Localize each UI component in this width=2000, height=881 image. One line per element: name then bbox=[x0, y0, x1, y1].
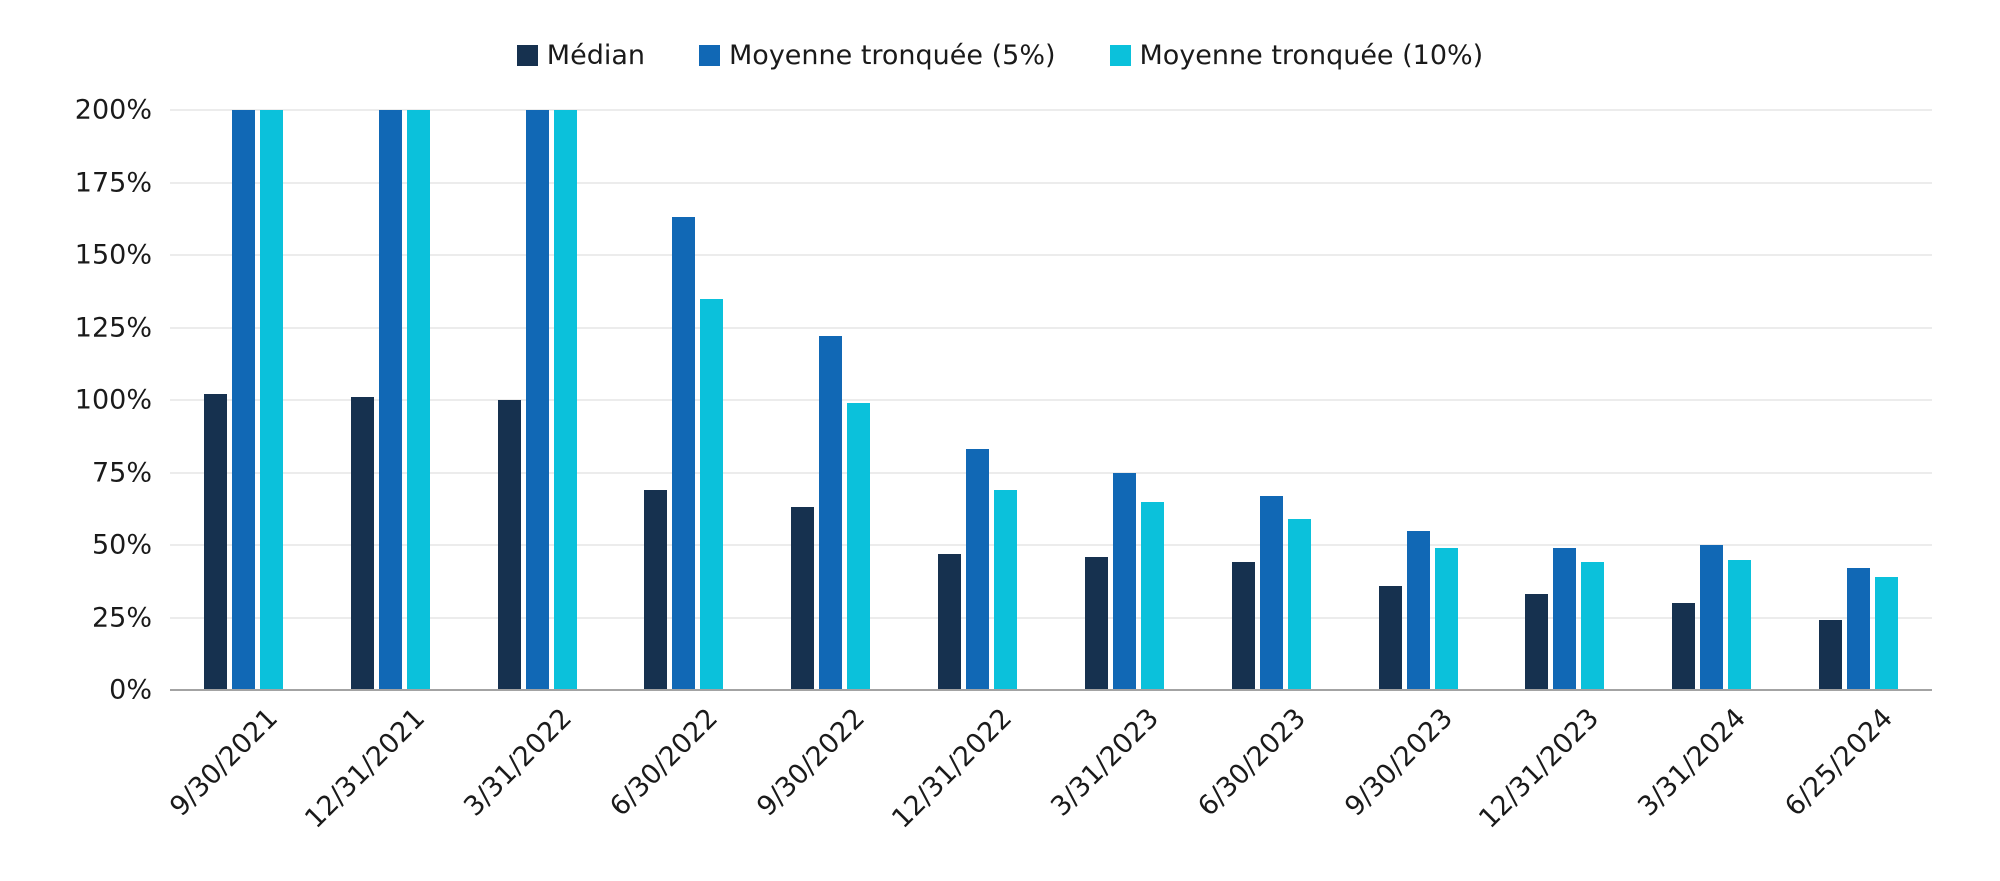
y-axis-label: 125% bbox=[74, 312, 152, 343]
gridline bbox=[170, 399, 1932, 401]
gridline bbox=[170, 109, 1932, 111]
x-axis-label: 9/30/2022 bbox=[751, 702, 872, 823]
bar-moyenne-tronquee-10 bbox=[1287, 518, 1311, 690]
bar-group bbox=[1198, 110, 1345, 690]
bar-moyenne-tronquee-5 bbox=[378, 110, 402, 690]
x-axis-label: 12/31/2021 bbox=[298, 702, 431, 835]
bar-group bbox=[1638, 110, 1785, 690]
bar-group bbox=[1785, 110, 1932, 690]
x-axis-label: 3/31/2023 bbox=[1045, 702, 1165, 823]
x-axis-label: 9/30/2021 bbox=[164, 702, 284, 823]
bar-moyenne-tronquee-5 bbox=[966, 449, 990, 690]
y-axis-label: 25% bbox=[91, 602, 152, 633]
bar-median bbox=[1672, 603, 1696, 690]
bar-group bbox=[317, 110, 464, 690]
bar-moyenne-tronquee-5 bbox=[1847, 568, 1871, 690]
gridline bbox=[170, 472, 1932, 473]
bar-group bbox=[1492, 110, 1639, 690]
gridline bbox=[170, 182, 1932, 183]
x-axis-label: 12/31/2023 bbox=[1473, 702, 1606, 835]
bar-moyenne-tronquee-5 bbox=[1553, 547, 1577, 690]
bar-moyenne-tronquee-5 bbox=[1700, 545, 1724, 690]
bar-group bbox=[170, 110, 317, 690]
bar-group bbox=[904, 110, 1051, 690]
legend-label: Moyenne tronquée (5%) bbox=[729, 40, 1056, 71]
bar-group bbox=[757, 110, 904, 690]
x-axis-label: 12/31/2022 bbox=[886, 702, 1019, 835]
legend-item-moyenne-tronquee-10: Moyenne tronquée (10%) bbox=[1109, 40, 1484, 71]
y-axis-label: 100% bbox=[74, 384, 152, 416]
bar-median bbox=[1525, 594, 1549, 690]
y-axis-label: 50% bbox=[91, 529, 152, 561]
gridline bbox=[170, 617, 1932, 618]
bar-median bbox=[938, 553, 962, 690]
bar-moyenne-tronquee-10 bbox=[406, 110, 430, 690]
bar-moyenne-tronquee-5 bbox=[525, 110, 549, 690]
bar-median bbox=[644, 489, 668, 690]
bar-moyenne-tronquee-5 bbox=[819, 336, 843, 690]
gridline bbox=[170, 544, 1932, 546]
x-axis-label: 6/30/2022 bbox=[604, 702, 725, 823]
legend-item-moyenne-tronquee-5: Moyenne tronquée (5%) bbox=[699, 40, 1056, 71]
bar-moyenne-tronquee-10 bbox=[1581, 562, 1605, 690]
bar-moyenne-tronquee-10 bbox=[994, 489, 1018, 690]
y-axis-label: 200% bbox=[74, 94, 152, 126]
legend-swatch-icon bbox=[1109, 45, 1131, 66]
grid-layer bbox=[170, 109, 1932, 691]
y-axis-label: 0% bbox=[109, 674, 152, 706]
legend-label: Moyenne tronquée (10%) bbox=[1139, 40, 1484, 71]
legend-item-median: Médian bbox=[516, 40, 645, 71]
chart-legend: Médian Moyenne tronquée (5%) Moyenne tronq… bbox=[0, 40, 2000, 71]
bar-median bbox=[497, 400, 521, 690]
legend-swatch-icon bbox=[516, 45, 538, 66]
bar-moyenne-tronquee-5 bbox=[1112, 472, 1136, 690]
x-axis-label: 3/31/2024 bbox=[1632, 702, 1753, 823]
legend-swatch-icon bbox=[699, 45, 720, 66]
y-axis-label: 75% bbox=[91, 457, 152, 488]
bar-group bbox=[611, 110, 758, 690]
bars-layer bbox=[170, 110, 1932, 690]
bar-moyenne-tronquee-5 bbox=[1406, 530, 1430, 690]
x-axis-label: 3/31/2022 bbox=[457, 702, 578, 823]
bar-moyenne-tronquee-10 bbox=[700, 298, 724, 690]
legend-label: Médian bbox=[546, 40, 645, 71]
bar-moyenne-tronquee-5 bbox=[1259, 495, 1283, 690]
x-axis-label: 6/25/2024 bbox=[1779, 702, 1900, 823]
bar-moyenne-tronquee-10 bbox=[1728, 559, 1752, 690]
bar-moyenne-tronquee-10 bbox=[847, 402, 871, 690]
bar-group bbox=[1345, 110, 1492, 690]
bar-median bbox=[1378, 585, 1402, 690]
x-axis-label: 6/30/2023 bbox=[1191, 702, 1312, 823]
bar-median bbox=[1819, 620, 1843, 690]
gridline bbox=[170, 254, 1932, 256]
bar-group bbox=[1051, 110, 1198, 690]
gridline bbox=[170, 327, 1932, 328]
bar-median bbox=[203, 394, 227, 690]
y-axis-label: 150% bbox=[74, 239, 152, 271]
plot-area: 0% 25% 50% 75% 100% 125% 150% 175% 200% 9/30/202… bbox=[75, 97, 1932, 835]
bar-moyenne-tronquee-10 bbox=[1434, 547, 1458, 690]
bar-moyenne-tronquee-5 bbox=[231, 110, 255, 690]
bar-moyenne-tronquee-10 bbox=[259, 110, 283, 690]
y-axis-label: 175% bbox=[74, 167, 152, 198]
x-axis-label: 9/30/2023 bbox=[1338, 702, 1459, 823]
bar-moyenne-tronquee-10 bbox=[553, 110, 577, 690]
bar-median bbox=[791, 507, 815, 690]
bar-moyenne-tronquee-10 bbox=[1875, 576, 1899, 690]
bar-moyenne-tronquee-5 bbox=[672, 217, 696, 690]
bar-moyenne-tronquee-10 bbox=[1140, 501, 1164, 690]
bar-median bbox=[1084, 556, 1108, 690]
x-axis-line bbox=[170, 689, 1932, 691]
bar-median bbox=[1231, 562, 1255, 690]
bar-group bbox=[464, 110, 611, 690]
y-axis: 0% 25% 50% 75% 100% 125% 150% 175% 200% bbox=[75, 97, 1932, 704]
bar-median bbox=[350, 397, 374, 690]
